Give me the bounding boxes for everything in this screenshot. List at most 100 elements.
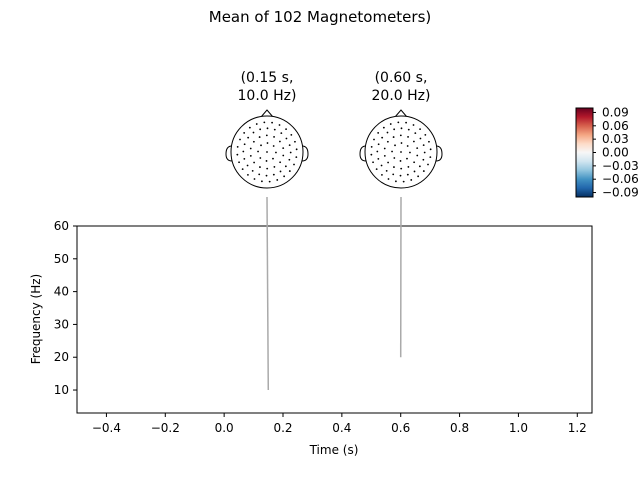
sensor-dot xyxy=(273,166,275,168)
y-tick-label: 40 xyxy=(54,285,69,299)
sensor-dot xyxy=(419,165,421,167)
sensor-dot xyxy=(274,129,276,131)
sensor-dot xyxy=(288,159,290,161)
sensor-dot xyxy=(285,128,287,130)
sensor-dot xyxy=(286,138,288,140)
colorbar-tick-label: −0.06 xyxy=(602,172,639,186)
sensor-dot xyxy=(242,168,244,170)
sensor-dot xyxy=(400,151,402,153)
sensor-dot xyxy=(261,180,263,182)
sensor-dot xyxy=(407,145,409,147)
sensor-dot xyxy=(280,132,282,134)
sensor-dot xyxy=(410,179,412,181)
sensor-dot xyxy=(371,146,373,148)
sensor-dot xyxy=(263,121,265,123)
sensor-dot xyxy=(266,175,268,177)
sensor-dot xyxy=(381,137,383,139)
sensor-dot xyxy=(289,170,291,172)
sensor-dot xyxy=(243,132,245,134)
colorbar-tick-label: 0.03 xyxy=(602,132,629,146)
sensor-dot xyxy=(247,174,249,176)
y-tick-label: 60 xyxy=(54,219,69,233)
x-tick-label: −0.2 xyxy=(151,421,180,435)
sensor-dot xyxy=(253,132,255,134)
sensor-dot xyxy=(376,168,378,170)
sensor-dot xyxy=(243,158,245,160)
sensor-dot xyxy=(247,165,249,167)
sensor-dot xyxy=(390,123,392,125)
sensor-dot xyxy=(405,122,407,124)
sensor-dot xyxy=(416,155,418,157)
sensor-dot xyxy=(392,173,394,175)
sensor-dot xyxy=(393,166,395,168)
sensor-dot xyxy=(422,159,424,161)
sensor-dot xyxy=(381,174,383,176)
colorbar-tick-label: −0.09 xyxy=(602,186,639,200)
sensor-dot xyxy=(387,141,389,143)
x-axis-label: Time (s) xyxy=(309,443,359,457)
x-tick-label: 0.6 xyxy=(391,421,410,435)
sensor-dot xyxy=(416,147,418,149)
topomap-label: (0.15 s, xyxy=(241,70,294,86)
colorbar-tick-label: −0.03 xyxy=(602,159,639,173)
sensor-dot xyxy=(430,148,432,150)
sensor-dot xyxy=(266,134,268,136)
sensor-dot xyxy=(267,142,269,144)
sensor-dot xyxy=(239,139,241,141)
sensor-dot xyxy=(275,152,277,154)
sensor-dot xyxy=(253,162,255,164)
sensor-dot xyxy=(279,141,281,143)
sensor-dot xyxy=(403,181,405,183)
sensor-dot xyxy=(290,134,292,136)
sensor-dot xyxy=(250,148,252,150)
sensor-dot xyxy=(429,156,431,158)
colorbar-tick-label: 0.00 xyxy=(602,146,629,160)
sensor-dot xyxy=(276,179,278,181)
y-tick-label: 10 xyxy=(54,383,69,397)
sensor-dot xyxy=(253,141,255,143)
sensor-dot xyxy=(254,178,256,180)
topomap: (0.60 s,20.0 Hz) xyxy=(360,70,442,188)
x-tick-label: 1.0 xyxy=(509,421,528,435)
sensor-dot xyxy=(266,151,268,153)
x-tick-label: −0.4 xyxy=(92,421,121,435)
sensor-dot xyxy=(413,141,415,143)
sensor-dot xyxy=(283,175,285,177)
x-tick-label: 1.2 xyxy=(568,421,587,435)
sensor-dot xyxy=(401,142,403,144)
sensor-dot xyxy=(409,152,411,154)
x-tick-label: 0.4 xyxy=(332,421,351,435)
sensor-dot xyxy=(417,175,419,177)
sensor-dot xyxy=(293,164,295,166)
sensor-dot xyxy=(384,155,386,157)
sensor-dot xyxy=(423,144,425,146)
sensor-dot xyxy=(273,136,275,138)
sensor-dot xyxy=(259,166,261,168)
sensor-dot xyxy=(279,124,281,126)
sensor-dot xyxy=(381,165,383,167)
sensor-dot xyxy=(273,145,275,147)
figure-title: Mean of 102 Magnetometers) xyxy=(209,8,432,26)
sensor-dot xyxy=(428,141,430,143)
sensor-dot xyxy=(295,156,297,158)
sensor-dot xyxy=(290,152,292,154)
sensor-dot xyxy=(282,147,284,149)
sensor-dot xyxy=(250,155,252,157)
sensor-dot xyxy=(258,173,260,175)
sensor-dot xyxy=(427,164,429,166)
sensor-dot xyxy=(377,158,379,160)
sensor-dot xyxy=(269,181,271,183)
sensor-dot xyxy=(271,122,273,124)
sensor-dot xyxy=(372,161,374,163)
y-tick-label: 50 xyxy=(54,252,69,266)
sensor-dot xyxy=(395,180,397,182)
sensor-dot xyxy=(414,171,416,173)
sensor-dot xyxy=(423,170,425,172)
sensor-dot xyxy=(272,158,274,160)
colorbar-tick-label: 0.06 xyxy=(602,119,629,133)
sensor-dot xyxy=(393,136,395,138)
sensor-dot xyxy=(400,175,402,177)
sensor-dot xyxy=(420,138,422,140)
topomap-label: 10.0 Hz) xyxy=(238,88,297,104)
